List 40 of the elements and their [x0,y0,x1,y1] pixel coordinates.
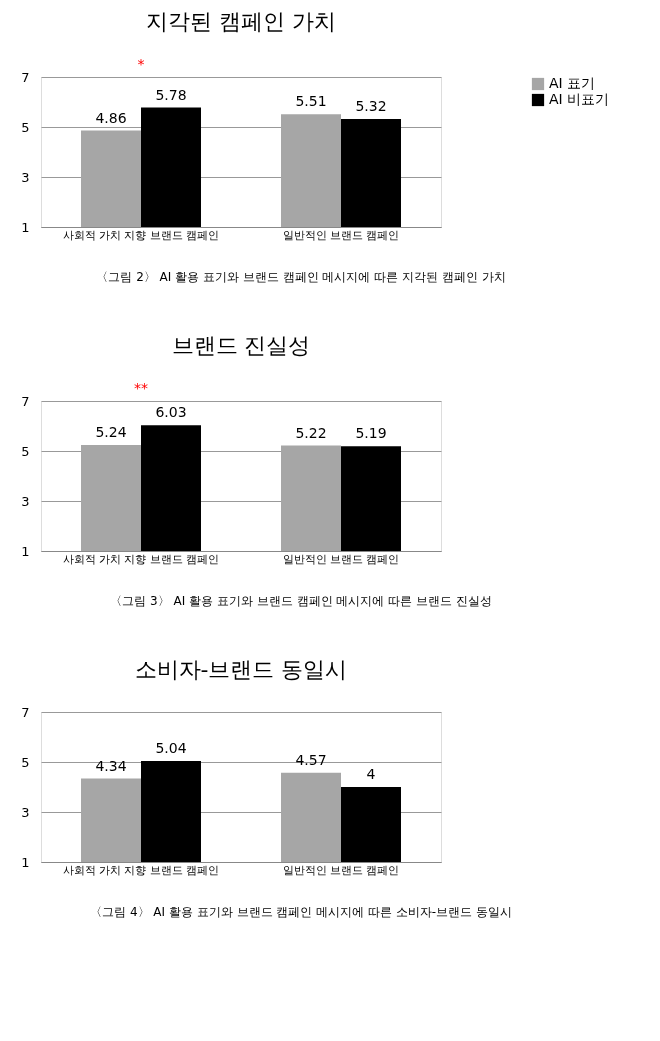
data-label: 5.24 [95,424,127,440]
y-tick-label: 1 [21,543,30,559]
x-tick-label: 일반적인 브랜드 캠페인 [282,552,400,566]
x-tick-label: 일반적인 브랜드 캠페인 [282,228,400,242]
y-tick-label: 5 [21,754,30,770]
y-tick-label: 1 [21,219,30,235]
y-tick-label: 5 [21,119,30,135]
data-label: 5.78 [155,86,187,103]
chart-title: 브랜드 진실성 [171,333,311,358]
x-tick-label: 사회적 가치 지향 브랜드 캠페인 [62,228,220,242]
text: 〈그림 3〉 AI 활용 표기와 브랜드 캠페인 메시지에 따른 브랜드 진실성 [110,594,492,608]
chart-title: 지각된 캠페인 가치 [146,9,336,34]
y-tick-label: 3 [21,493,30,509]
y-tick-label: 1 [21,854,30,870]
data-label: 6.03 [155,404,187,421]
text: ** [134,380,148,396]
legend-label: AI 비표기 [549,91,610,107]
text: 〈그림 4〉 AI 활용 표기와 브랜드 캠페인 메시지에 따른 소비자-브랜드 동일시 [90,905,512,919]
data-label: 5.19 [355,425,387,442]
y-tick-label: 3 [21,804,30,820]
x-tick-label: 사회적 가치 지향 브랜드 캠페인 [62,552,220,566]
data-label: 5.04 [155,740,187,756]
y-tick-label: 7 [21,704,30,720]
data-label: 5.51 [295,93,327,110]
data-label: 4.86 [95,109,127,126]
text: * [137,56,145,72]
x-tick-label: 일반적인 브랜드 캠페인 [282,863,400,877]
data-label: 5.32 [355,98,387,114]
data-label: 4.57 [295,751,327,768]
x-tick-label: 사회적 가치 지향 브랜드 캠페인 [62,863,220,877]
data-label: 5.22 [295,424,327,441]
y-tick-label: 7 [21,69,30,85]
chart-title: 소비자-브랜드 동일시 [134,657,348,682]
y-tick-label: 7 [21,393,30,409]
y-tick-label: 5 [21,443,30,459]
legend-label: AI 표기 [549,75,596,91]
text: 〈그림 2〉 AI 활용 표기와 브랜드 캠페인 메시지에 따른 지각된 캠페인 가치 [96,270,506,284]
y-tick-label: 3 [21,169,30,185]
data-label: 4 [366,766,376,782]
data-label: 4.34 [95,757,127,774]
